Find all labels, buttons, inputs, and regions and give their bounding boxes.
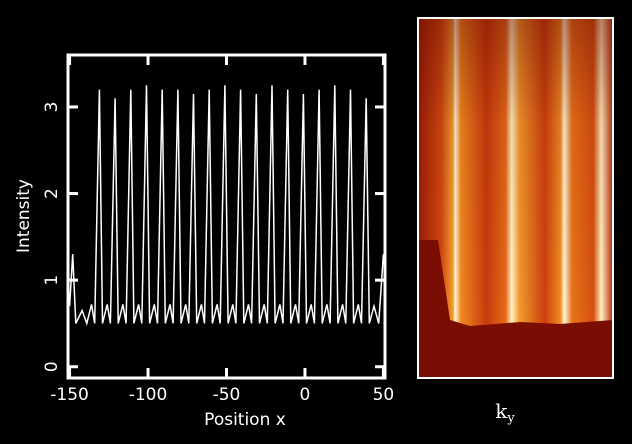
x-tick-label: 0 — [300, 385, 311, 405]
y-tick-label: 3 — [42, 102, 62, 113]
heatmap-dark-region — [418, 240, 613, 378]
heatmap-panel: ky — [417, 17, 614, 426]
x-tick-label: -100 — [129, 385, 168, 405]
plot-frame — [66, 53, 387, 380]
heatmap-shade — [418, 18, 613, 318]
x-tick-label: 50 — [373, 385, 395, 405]
y-tick-label: 2 — [42, 188, 62, 199]
xlabel-main: k — [495, 399, 508, 423]
x-axis-label: Position x — [204, 410, 286, 430]
x-tick-label: -50 — [213, 385, 241, 405]
intensity-line — [68, 85, 385, 326]
xlabel-subscript: y — [506, 411, 515, 426]
heatmap-xlabel: ky — [495, 399, 515, 426]
heatmap-frame — [417, 17, 614, 379]
y-axis-label: Intensity — [14, 179, 34, 253]
y-tick-label: 0 — [42, 361, 62, 372]
y-tick-label: 1 — [42, 275, 62, 286]
x-tick-label: -150 — [50, 385, 89, 405]
